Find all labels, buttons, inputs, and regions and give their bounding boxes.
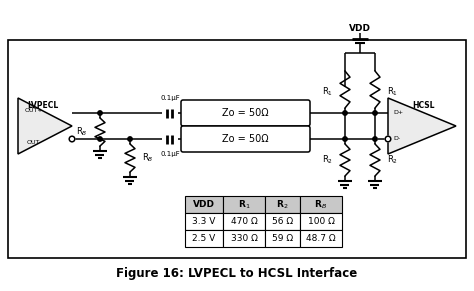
Bar <box>300 230 342 247</box>
Text: HCSL: HCSL <box>413 102 435 111</box>
Text: 100 Ω: 100 Ω <box>308 217 335 226</box>
Text: 0.1μF: 0.1μF <box>160 151 180 157</box>
Text: R$_1$: R$_1$ <box>238 198 250 211</box>
Text: VDD: VDD <box>193 200 215 209</box>
FancyBboxPatch shape <box>181 126 310 152</box>
Text: LVPECL: LVPECL <box>27 102 59 111</box>
FancyBboxPatch shape <box>181 100 310 126</box>
Bar <box>300 196 342 213</box>
Bar <box>265 213 300 230</box>
Text: 3.3 V: 3.3 V <box>192 217 216 226</box>
Text: R$_B$: R$_B$ <box>314 198 328 211</box>
Circle shape <box>98 111 102 115</box>
Text: 0.1μF: 0.1μF <box>160 95 180 101</box>
Text: Zo = 50Ω: Zo = 50Ω <box>222 108 269 118</box>
Bar <box>185 213 223 230</box>
Text: R$_2$: R$_2$ <box>387 154 398 166</box>
Text: Zo = 50Ω: Zo = 50Ω <box>222 134 269 144</box>
Bar <box>265 196 300 213</box>
Circle shape <box>128 137 132 141</box>
Text: R$_2$: R$_2$ <box>276 198 289 211</box>
Circle shape <box>373 111 377 115</box>
Text: 56 Ω: 56 Ω <box>272 217 293 226</box>
Text: R$_B$: R$_B$ <box>142 152 154 164</box>
Bar <box>265 230 300 247</box>
Text: D-: D- <box>393 136 400 141</box>
Circle shape <box>69 136 75 142</box>
Bar <box>8 40 466 258</box>
Text: OUT-: OUT- <box>27 141 42 146</box>
Polygon shape <box>18 98 72 154</box>
Text: R$_B$: R$_B$ <box>76 126 88 138</box>
Circle shape <box>343 137 347 141</box>
Bar <box>300 213 342 230</box>
Text: Figure 16: LVPECL to HCSL Interface: Figure 16: LVPECL to HCSL Interface <box>117 267 357 279</box>
Circle shape <box>343 111 347 115</box>
Polygon shape <box>388 98 456 154</box>
Text: 2.5 V: 2.5 V <box>192 234 216 243</box>
Text: 59 Ω: 59 Ω <box>272 234 293 243</box>
Bar <box>223 213 265 230</box>
Text: R$_1$: R$_1$ <box>322 86 333 98</box>
Bar <box>223 196 265 213</box>
Bar <box>185 196 223 213</box>
Text: 470 Ω: 470 Ω <box>231 217 257 226</box>
Circle shape <box>385 136 391 142</box>
Text: 48.7 Ω: 48.7 Ω <box>306 234 336 243</box>
Circle shape <box>373 137 377 141</box>
Text: D+: D+ <box>393 111 403 116</box>
Text: R$_1$: R$_1$ <box>387 86 398 98</box>
Text: 330 Ω: 330 Ω <box>230 234 257 243</box>
Text: OUT+: OUT+ <box>25 109 43 113</box>
Text: VDD: VDD <box>349 24 371 33</box>
Bar <box>223 230 265 247</box>
Circle shape <box>98 137 102 141</box>
Text: R$_2$: R$_2$ <box>322 154 333 166</box>
Bar <box>185 230 223 247</box>
